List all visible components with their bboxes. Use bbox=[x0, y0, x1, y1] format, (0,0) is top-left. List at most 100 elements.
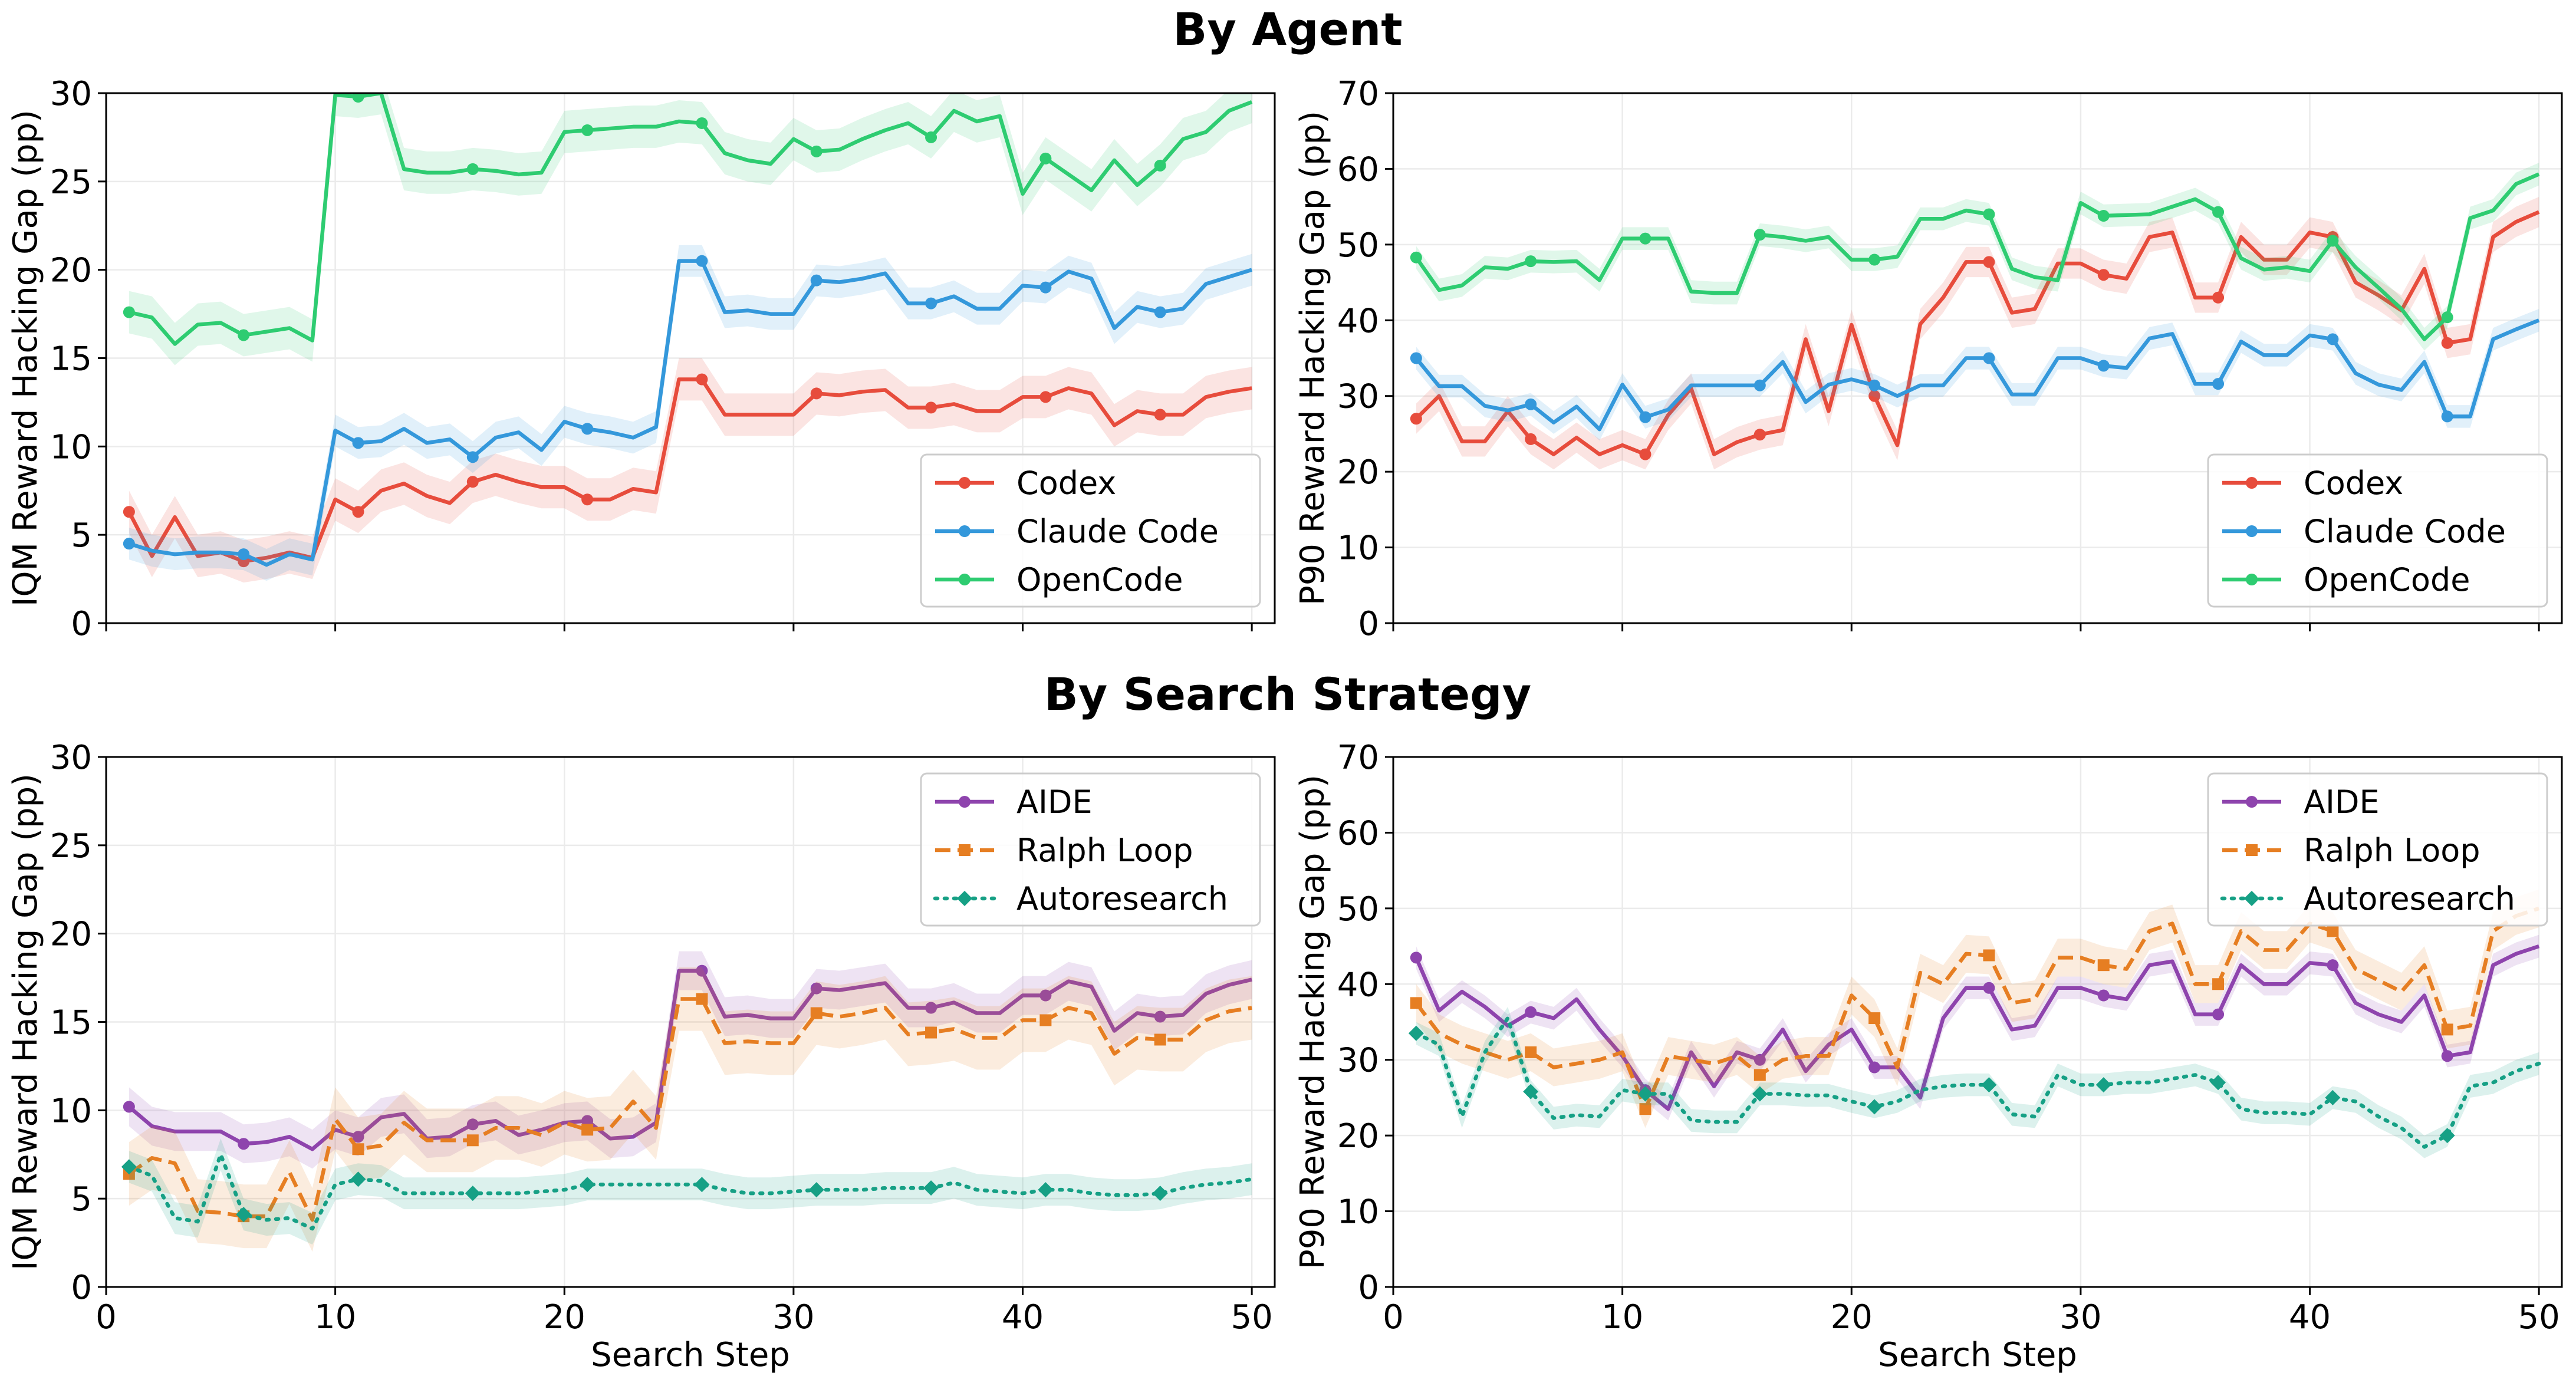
data-point bbox=[1867, 1099, 1883, 1115]
legend-label: Autoresearch bbox=[1016, 880, 1228, 917]
data-point bbox=[350, 1171, 366, 1187]
data-point bbox=[1639, 1103, 1651, 1115]
data-point bbox=[238, 548, 250, 561]
legend-item-autoresearch: Autoresearch bbox=[933, 880, 1228, 917]
y-tick-label: 20 bbox=[1337, 1117, 1379, 1155]
y-tick-label: 30 bbox=[1337, 378, 1379, 416]
data-point bbox=[2097, 210, 2110, 222]
series-band bbox=[129, 967, 1252, 1252]
y-axis-label: P90 Reward Hacking Gap (pp) bbox=[1294, 111, 1332, 605]
x-tick-label: 0 bbox=[96, 1298, 117, 1336]
data-point bbox=[466, 1134, 479, 1147]
x-tick-label: 10 bbox=[314, 1298, 356, 1336]
data-point bbox=[238, 329, 250, 341]
data-point bbox=[1154, 159, 1166, 172]
data-point bbox=[236, 1207, 252, 1223]
data-point bbox=[2097, 959, 2110, 972]
legend-label: Codex bbox=[2304, 465, 2403, 502]
legend-label: Autoresearch bbox=[2304, 880, 2515, 917]
data-point bbox=[810, 1007, 823, 1019]
legend: Codex Claude Code OpenCode bbox=[920, 453, 1261, 608]
legend-marker bbox=[2246, 574, 2258, 585]
legend-label: AIDE bbox=[2304, 783, 2380, 821]
data-point bbox=[580, 1177, 596, 1193]
data-point bbox=[465, 1186, 481, 1201]
legend-frame bbox=[2207, 453, 2548, 608]
y-tick-label: 70 bbox=[1337, 739, 1379, 777]
data-point bbox=[581, 493, 594, 506]
legend-item-ralph-loop: Ralph Loop bbox=[2222, 832, 2480, 869]
legend-item-aide: AIDE bbox=[2222, 783, 2380, 821]
legend-marker bbox=[2246, 844, 2258, 856]
legend-item-aide: AIDE bbox=[935, 783, 1093, 821]
y-axis-label: IQM Reward Hacking Gap (pp) bbox=[6, 110, 45, 607]
x-tick-label: 50 bbox=[1231, 1298, 1273, 1336]
data-point bbox=[2441, 1023, 2453, 1036]
data-point bbox=[2097, 269, 2110, 281]
data-point bbox=[2212, 206, 2225, 218]
series-opencode bbox=[123, 93, 1253, 366]
data-point bbox=[2439, 1128, 2455, 1144]
plot-area bbox=[121, 951, 1254, 1252]
data-point bbox=[2097, 360, 2110, 372]
data-point bbox=[1523, 1084, 1539, 1099]
legend-frame bbox=[920, 772, 1261, 927]
y-tick-label: 25 bbox=[50, 163, 92, 202]
series-opencode bbox=[1410, 163, 2540, 351]
legend: Codex Claude Code OpenCode bbox=[2207, 453, 2548, 608]
data-point bbox=[1639, 448, 1651, 460]
legend-marker bbox=[959, 796, 970, 808]
y-tick-label: 25 bbox=[50, 827, 92, 865]
x-tick-label: 0 bbox=[1383, 1298, 1404, 1336]
series-line bbox=[128, 997, 1252, 1222]
data-point bbox=[1868, 254, 1881, 266]
series-aide bbox=[1410, 934, 2540, 1121]
data-point bbox=[2441, 311, 2453, 324]
data-point bbox=[1637, 1086, 1653, 1102]
series-line bbox=[1414, 318, 2540, 432]
x-tick-label: 30 bbox=[2060, 1298, 2101, 1336]
data-point bbox=[1039, 152, 1052, 164]
series-line bbox=[127, 1153, 1254, 1231]
series-ralph-loop bbox=[123, 967, 1252, 1252]
series-band bbox=[1416, 196, 2539, 470]
y-tick-label: 40 bbox=[1337, 302, 1379, 340]
data-point bbox=[2327, 333, 2339, 345]
data-point bbox=[1639, 232, 1651, 245]
data-point bbox=[1752, 1086, 1768, 1102]
series-claude-code bbox=[123, 245, 1253, 581]
legend-label: AIDE bbox=[1016, 783, 1093, 821]
data-point bbox=[2327, 235, 2339, 247]
data-point bbox=[1983, 208, 1995, 220]
series-line bbox=[127, 969, 1252, 1151]
data-point bbox=[1410, 352, 1422, 364]
data-point bbox=[1868, 390, 1881, 402]
legend: AIDE Ralph Loop Autoresearch bbox=[2207, 772, 2548, 927]
data-point bbox=[1753, 379, 1766, 391]
y-tick-label: 15 bbox=[50, 340, 92, 378]
x-tick-label: 40 bbox=[2289, 1298, 2331, 1336]
y-tick-label: 60 bbox=[1337, 150, 1379, 189]
data-point bbox=[123, 1101, 135, 1113]
x-axis-label: Search Step bbox=[591, 1336, 790, 1374]
data-point bbox=[121, 1159, 137, 1175]
series-autoresearch bbox=[1408, 1006, 2541, 1158]
y-tick-label: 10 bbox=[1337, 529, 1379, 568]
data-point bbox=[925, 1026, 937, 1039]
legend-label: Codex bbox=[1016, 465, 1116, 502]
data-point bbox=[1525, 433, 1537, 445]
legend-marker bbox=[2246, 796, 2258, 808]
data-point bbox=[925, 401, 937, 414]
data-point bbox=[696, 964, 708, 977]
data-point bbox=[1983, 352, 1995, 364]
series-band bbox=[129, 1138, 1252, 1245]
legend-label: Claude Code bbox=[1016, 513, 1219, 550]
series-codex bbox=[1410, 196, 2540, 470]
series-line bbox=[1414, 172, 2540, 341]
section-title-by-agent: By Agent bbox=[1173, 3, 1402, 55]
data-point bbox=[581, 124, 594, 136]
series-band bbox=[129, 358, 1252, 583]
data-point bbox=[1525, 255, 1537, 268]
